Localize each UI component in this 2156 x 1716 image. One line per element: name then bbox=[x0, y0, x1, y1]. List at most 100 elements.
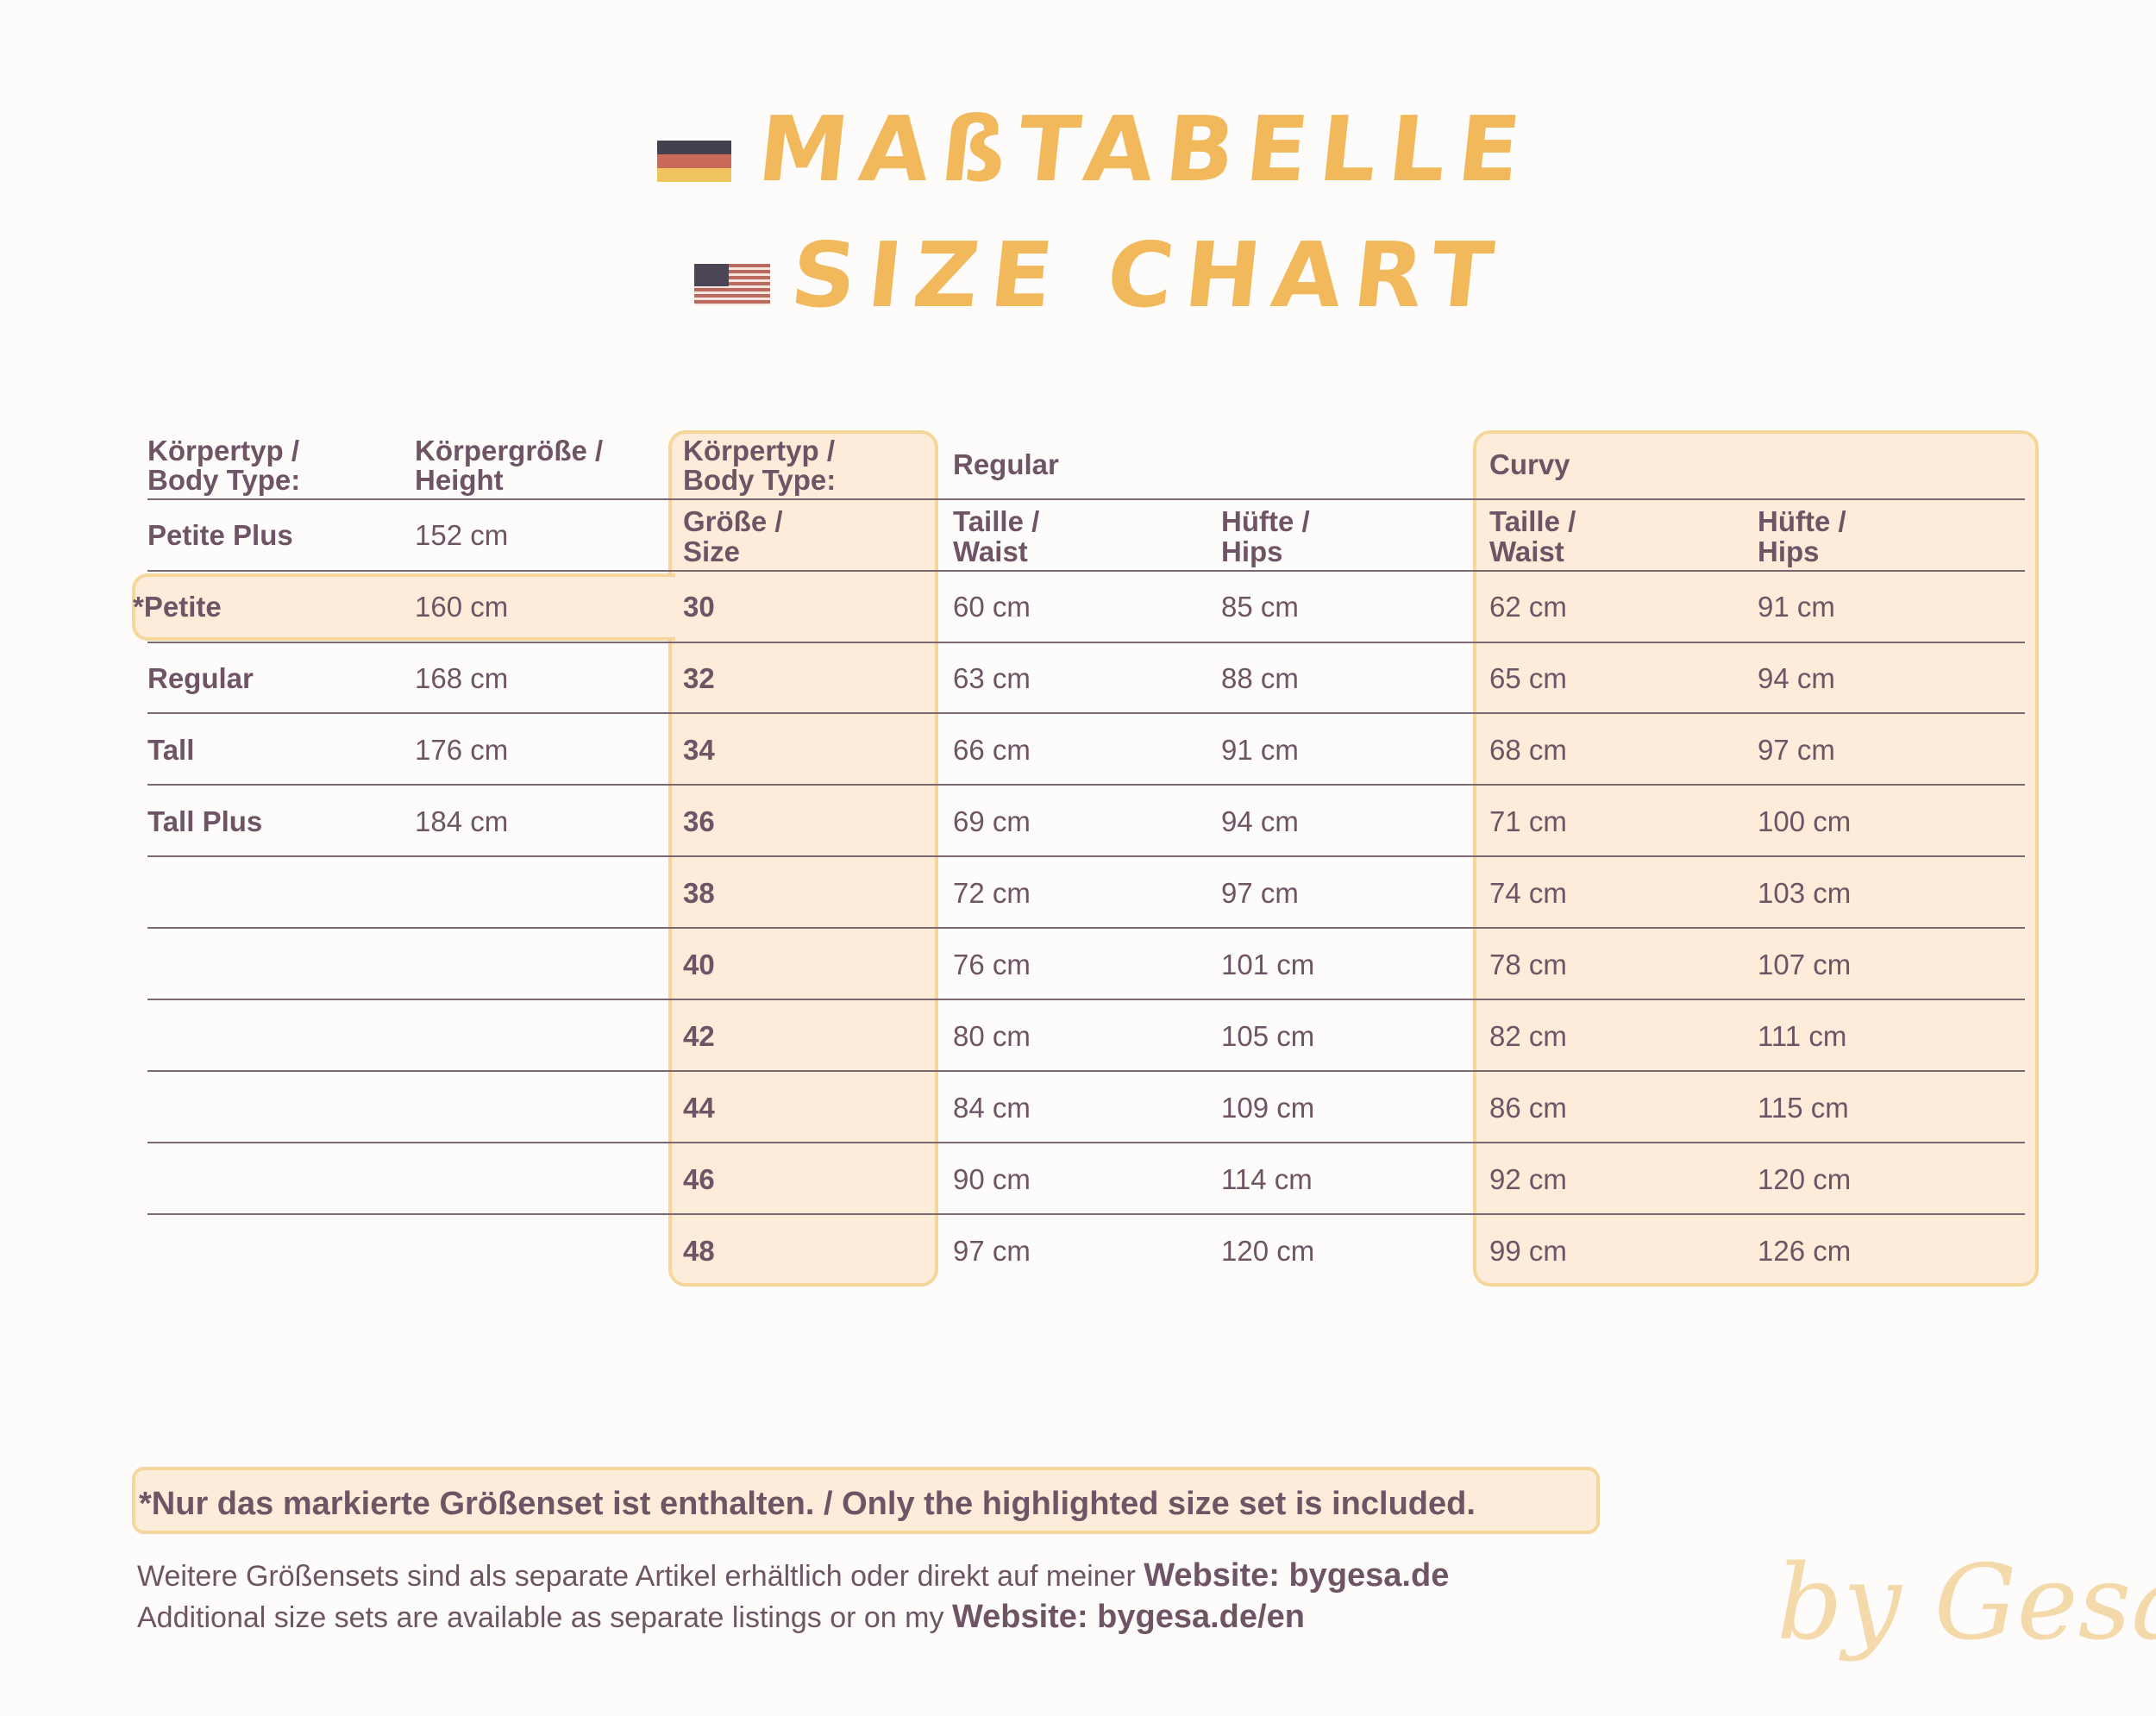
regular-hips: 91 cm bbox=[1221, 734, 1299, 766]
header-size: Size bbox=[683, 535, 741, 567]
size-value: 30 bbox=[683, 591, 715, 623]
header-height: Körpergröße / bbox=[415, 435, 604, 467]
curvy-waist: 99 cm bbox=[1489, 1235, 1567, 1267]
footer-line-german: Weitere Größensets sind als separate Art… bbox=[137, 1557, 1449, 1594]
regular-hips: 97 cm bbox=[1221, 877, 1299, 909]
header-body-type: Körpertyp / bbox=[147, 435, 300, 467]
size-value: 40 bbox=[683, 949, 715, 980]
row-divider bbox=[147, 570, 2025, 572]
regular-hips: 88 cm bbox=[1221, 662, 1299, 694]
header-height: Height bbox=[415, 464, 504, 496]
regular-waist: 66 cm bbox=[953, 734, 1031, 766]
size-column-highlight bbox=[668, 430, 938, 1287]
included-note: *Nur das markierte Größenset ist enthalt… bbox=[139, 1486, 1476, 1522]
regular-hips: 114 cm bbox=[1221, 1163, 1313, 1195]
body-type-name: Regular bbox=[147, 662, 254, 694]
header-body-type: Body Type: bbox=[147, 464, 301, 496]
size-value: 44 bbox=[683, 1092, 715, 1124]
size-value: 42 bbox=[683, 1020, 715, 1052]
header-waist: Taille / bbox=[1489, 505, 1576, 537]
curvy-waist: 86 cm bbox=[1489, 1092, 1567, 1124]
row-divider bbox=[147, 855, 2025, 857]
row-divider bbox=[147, 999, 2025, 1000]
row-divider bbox=[147, 1213, 2025, 1215]
regular-hips: 94 cm bbox=[1221, 805, 1299, 837]
header-waist: Waist bbox=[1489, 535, 1564, 567]
row-divider bbox=[147, 927, 2025, 929]
curvy-column-highlight bbox=[1473, 430, 2039, 1287]
regular-hips: 120 cm bbox=[1221, 1235, 1315, 1267]
header-size-body-type: Body Type: bbox=[683, 464, 837, 496]
curvy-hips: 97 cm bbox=[1758, 734, 1835, 766]
website-link-english[interactable]: Website: bygesa.de/en bbox=[951, 1599, 1305, 1635]
regular-waist: 97 cm bbox=[953, 1235, 1031, 1267]
body-type-height: 152 cm bbox=[415, 519, 509, 551]
flag-germany-icon bbox=[657, 141, 731, 182]
size-value: 46 bbox=[683, 1163, 715, 1195]
body-type-height: 160 cm bbox=[415, 591, 509, 623]
curvy-hips: 100 cm bbox=[1758, 805, 1852, 837]
note-box: *Nur das markierte Größenset ist enthalt… bbox=[132, 1467, 1600, 1534]
curvy-hips: 111 cm bbox=[1758, 1020, 1847, 1052]
regular-waist: 63 cm bbox=[953, 662, 1031, 694]
curvy-waist: 92 cm bbox=[1489, 1163, 1567, 1195]
body-type-height: 168 cm bbox=[415, 662, 509, 694]
regular-waist: 84 cm bbox=[953, 1092, 1031, 1124]
regular-hips: 105 cm bbox=[1221, 1020, 1315, 1052]
body-type-name: Tall bbox=[147, 734, 195, 766]
regular-hips: 109 cm bbox=[1221, 1092, 1315, 1124]
curvy-waist: 65 cm bbox=[1489, 662, 1567, 694]
flag-usa-icon bbox=[694, 264, 770, 305]
size-value: 48 bbox=[683, 1235, 715, 1267]
curvy-hips: 115 cm bbox=[1758, 1092, 1849, 1124]
regular-waist: 76 cm bbox=[953, 949, 1031, 980]
regular-waist: 80 cm bbox=[953, 1020, 1031, 1052]
regular-waist: 69 cm bbox=[953, 805, 1031, 837]
body-type-name: *Petite bbox=[133, 591, 222, 623]
regular-waist: 72 cm bbox=[953, 877, 1031, 909]
footer-line-english: Additional size sets are available as se… bbox=[137, 1599, 1305, 1636]
regular-waist: 90 cm bbox=[953, 1163, 1031, 1195]
curvy-waist: 78 cm bbox=[1489, 949, 1567, 980]
row-divider bbox=[147, 1070, 2025, 1072]
curvy-waist: 74 cm bbox=[1489, 877, 1567, 909]
body-type-height: 176 cm bbox=[415, 734, 509, 766]
header-waist: Taille / bbox=[953, 505, 1040, 537]
row-divider bbox=[147, 498, 2025, 500]
body-type-height: 184 cm bbox=[415, 805, 509, 837]
curvy-hips: 120 cm bbox=[1758, 1163, 1852, 1195]
header-size-body-type: Körpertyp / bbox=[683, 435, 836, 467]
regular-hips: 85 cm bbox=[1221, 591, 1299, 623]
signature-logo: by Gesa bbox=[1777, 1544, 2156, 1663]
curvy-waist: 68 cm bbox=[1489, 734, 1567, 766]
size-value: 36 bbox=[683, 805, 715, 837]
header-size: Größe / bbox=[683, 505, 783, 537]
curvy-hips: 91 cm bbox=[1758, 591, 1835, 623]
header-hips: Hüfte / bbox=[1221, 505, 1310, 537]
body-type-name: Petite Plus bbox=[147, 519, 293, 551]
row-divider bbox=[147, 642, 2025, 643]
footer-text-english: Additional size sets are available as se… bbox=[137, 1601, 952, 1634]
title-german: MAßTABELLE bbox=[753, 97, 1538, 202]
regular-waist: 60 cm bbox=[953, 591, 1031, 623]
row-divider bbox=[147, 1142, 2025, 1143]
size-value: 38 bbox=[683, 877, 715, 909]
website-link-german[interactable]: Website: bygesa.de bbox=[1144, 1557, 1450, 1594]
curvy-hips: 107 cm bbox=[1758, 949, 1852, 980]
row-divider bbox=[147, 712, 2025, 714]
header-hips: Hips bbox=[1221, 535, 1283, 567]
curvy-hips: 103 cm bbox=[1758, 877, 1852, 909]
header-hips: Hips bbox=[1758, 535, 1820, 567]
curvy-hips: 94 cm bbox=[1758, 662, 1835, 694]
curvy-waist: 82 cm bbox=[1489, 1020, 1567, 1052]
curvy-waist: 62 cm bbox=[1489, 591, 1567, 623]
regular-hips: 101 cm bbox=[1221, 949, 1315, 980]
footer-text-german: Weitere Größensets sind als separate Art… bbox=[137, 1560, 1144, 1593]
header-regular: Regular bbox=[953, 448, 1059, 480]
curvy-hips: 126 cm bbox=[1758, 1235, 1852, 1267]
header-curvy: Curvy bbox=[1489, 448, 1570, 480]
size-value: 32 bbox=[683, 662, 715, 694]
header-hips: Hüfte / bbox=[1758, 505, 1846, 537]
row-divider bbox=[147, 784, 2025, 786]
size-value: 34 bbox=[683, 734, 715, 766]
